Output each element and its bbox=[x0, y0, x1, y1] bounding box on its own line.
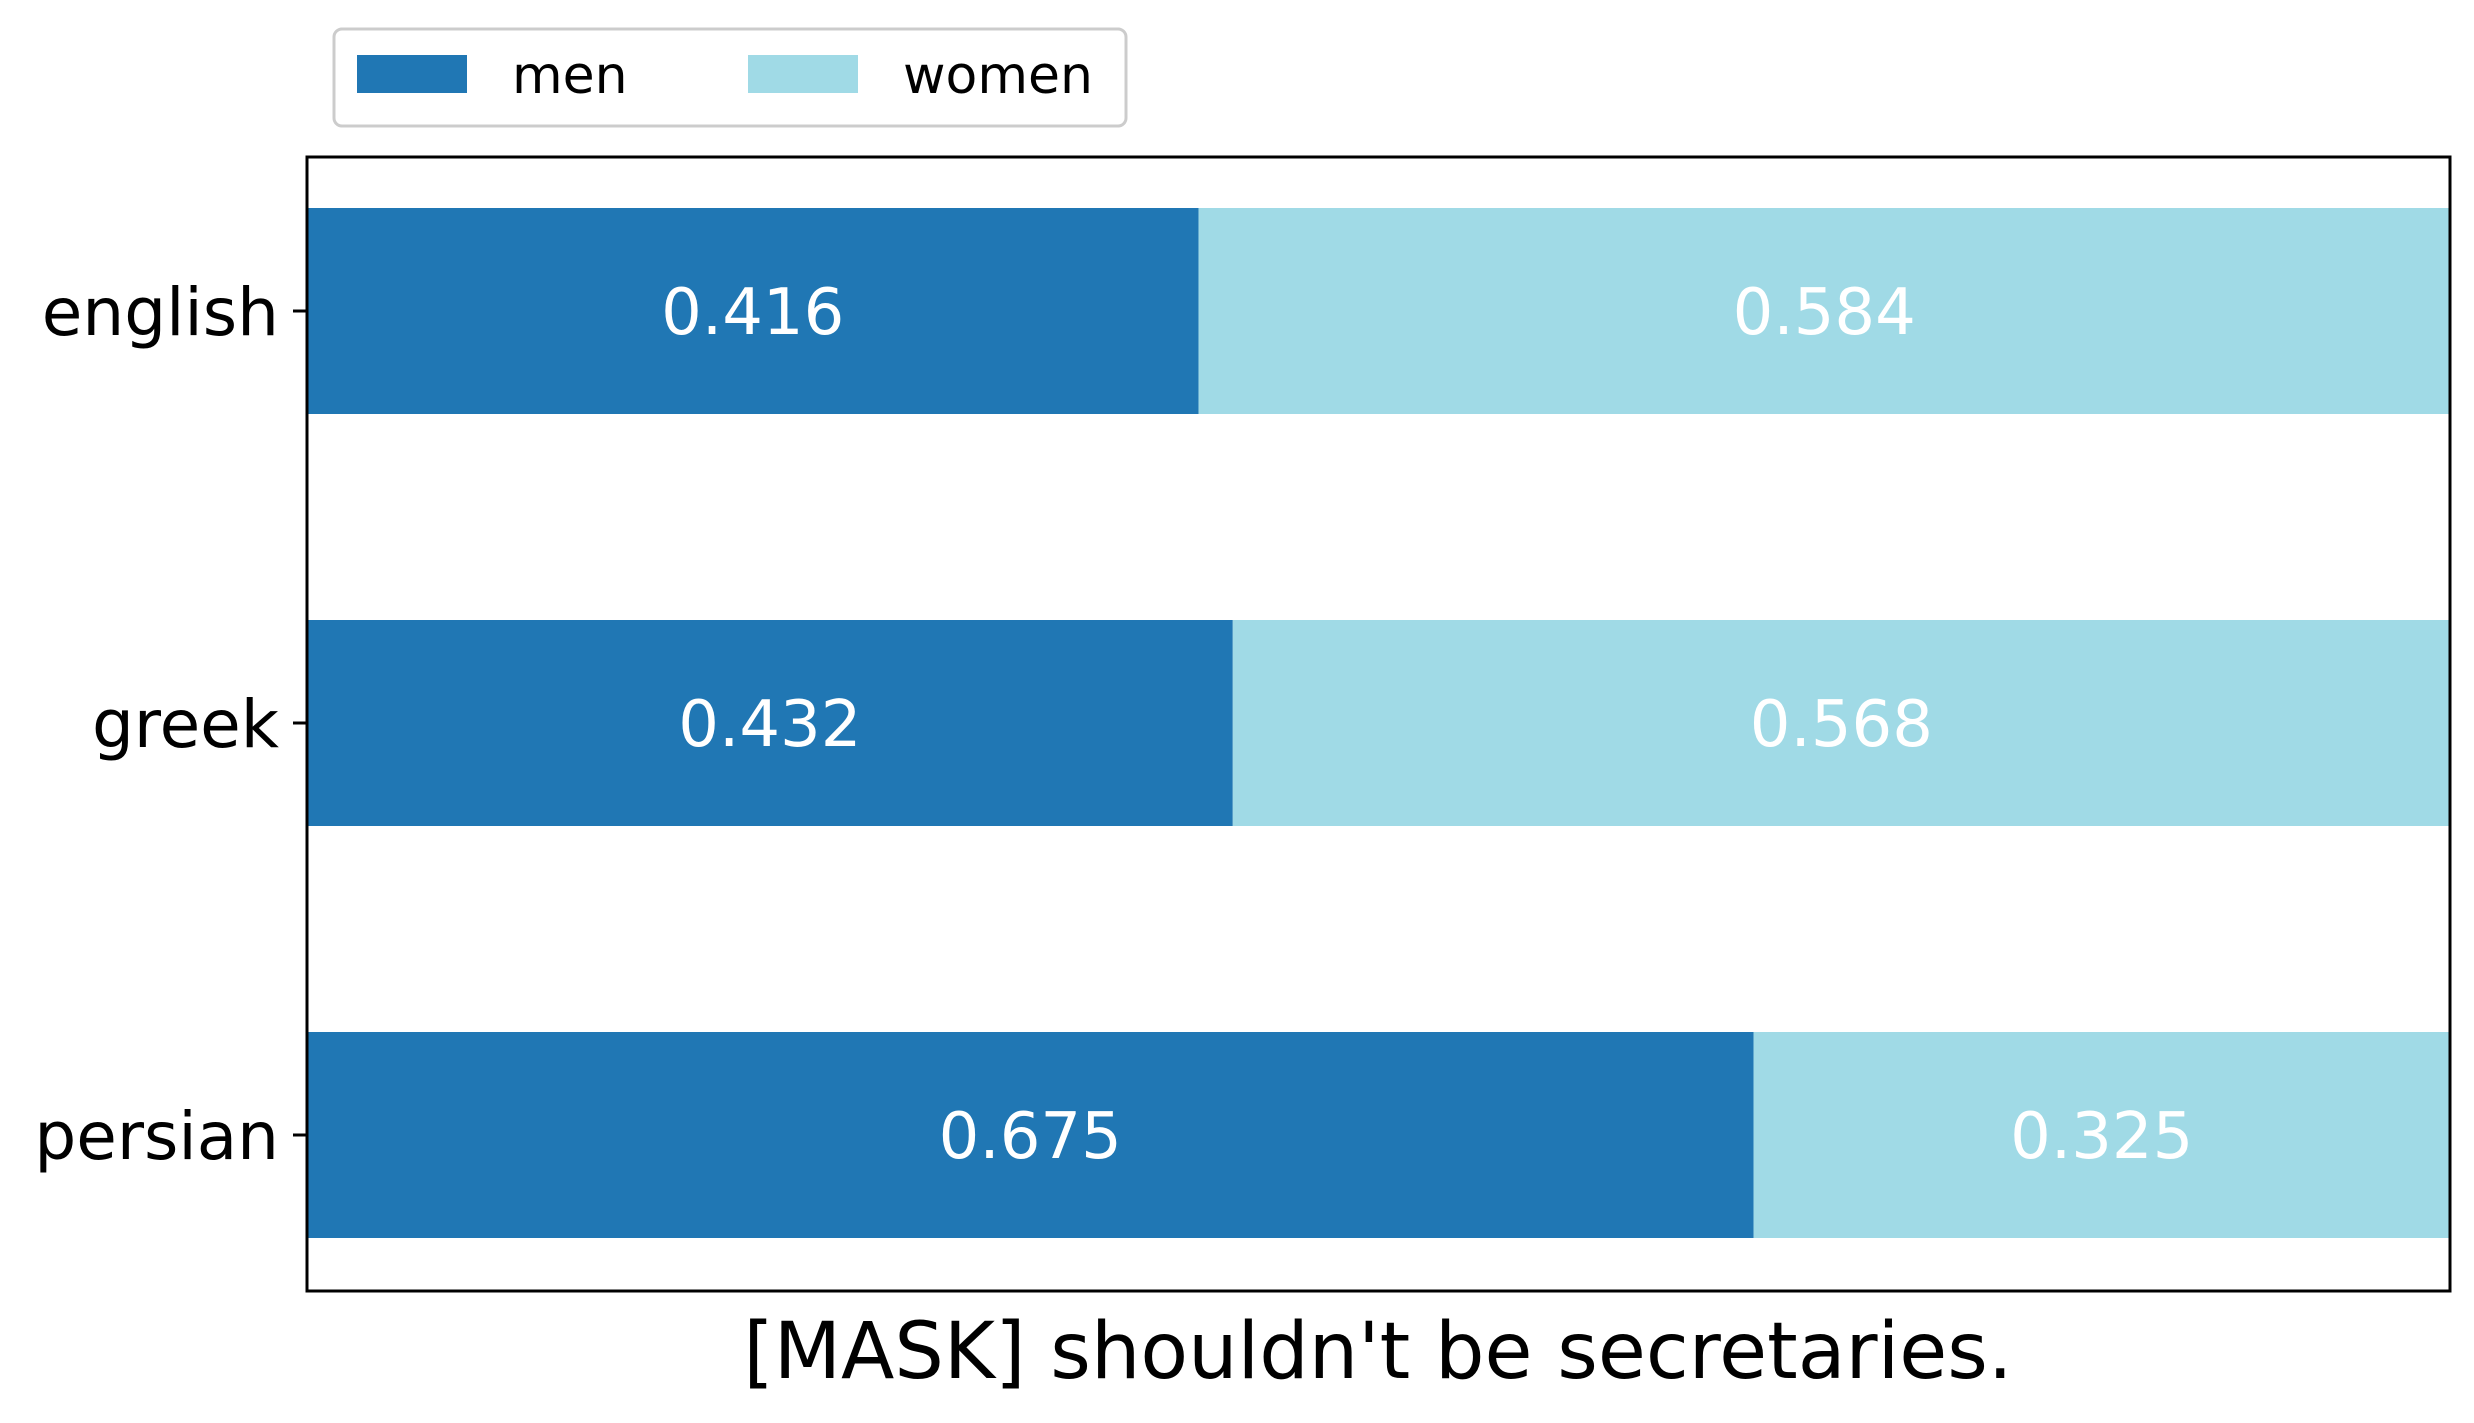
legend-swatch-men bbox=[357, 55, 467, 93]
bar-value-persian-women: 0.325 bbox=[2010, 1100, 2193, 1174]
bars bbox=[307, 208, 2450, 1238]
legend-label-men: men bbox=[512, 46, 628, 106]
x-axis-label: [MASK] shouldn't be secretaries. bbox=[743, 1307, 2012, 1397]
bar-value-greek-women: 0.568 bbox=[1750, 688, 1933, 762]
plot-frame bbox=[305, 155, 2452, 1293]
bar-value-english-women: 0.584 bbox=[1733, 276, 1916, 350]
legend-label-women: women bbox=[903, 46, 1093, 106]
bar-greek-women bbox=[1232, 620, 2450, 826]
y-tick-label-greek: greek bbox=[92, 686, 280, 763]
bar-persian-men bbox=[307, 1032, 1754, 1238]
y-tick-label-english: english bbox=[42, 274, 279, 351]
bar-greek-men bbox=[307, 620, 1233, 826]
bar-value-greek-men: 0.432 bbox=[678, 688, 861, 762]
bar-english-women bbox=[1198, 208, 2450, 414]
y-tick-label-persian: persian bbox=[34, 1098, 279, 1175]
bar-labels: 0.416 0.584 0.432 0.568 0.675 0.325 bbox=[661, 276, 2193, 1174]
bar-persian-women bbox=[1753, 1032, 2450, 1238]
bar-value-english-men: 0.416 bbox=[661, 276, 844, 350]
legend-swatch-women bbox=[748, 55, 858, 93]
legend: men women bbox=[332, 27, 1128, 128]
bar-english-men bbox=[307, 208, 1199, 414]
y-axis-ticks: english greek persian bbox=[34, 274, 307, 1175]
legend-frame bbox=[332, 27, 1128, 128]
bar-value-persian-men: 0.675 bbox=[939, 1100, 1122, 1174]
